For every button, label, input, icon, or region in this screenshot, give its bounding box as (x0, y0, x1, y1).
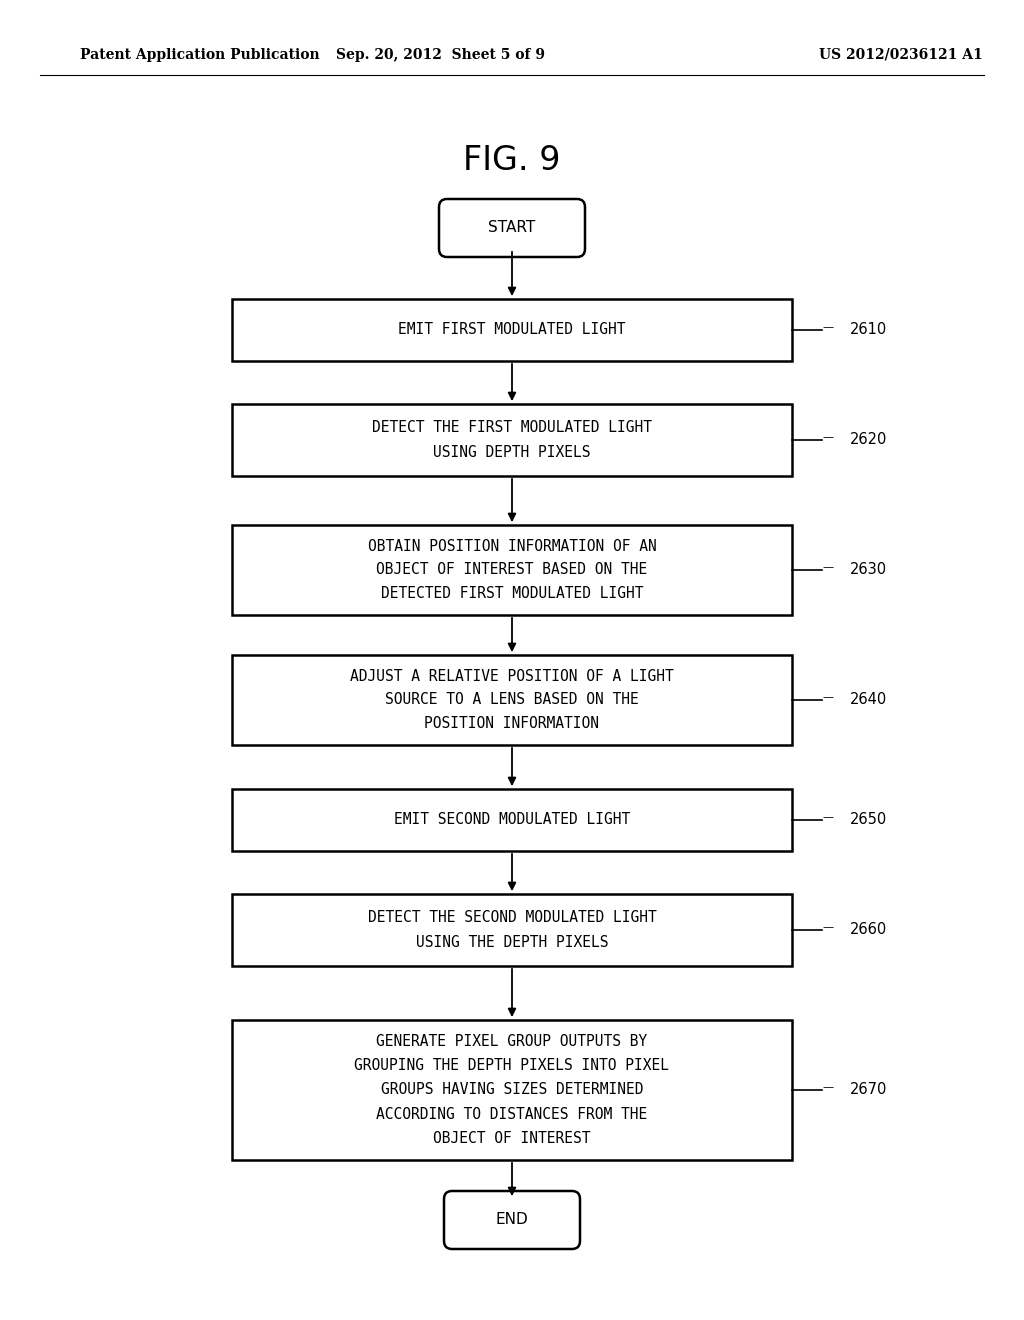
Text: OBTAIN POSITION INFORMATION OF AN: OBTAIN POSITION INFORMATION OF AN (368, 539, 656, 554)
Text: DETECT THE FIRST MODULATED LIGHT: DETECT THE FIRST MODULATED LIGHT (372, 420, 652, 434)
Text: 2640: 2640 (850, 693, 887, 708)
Text: 2660: 2660 (850, 923, 887, 937)
Bar (232, 525, 792, 615)
Text: 2620: 2620 (850, 433, 888, 447)
Text: —: — (822, 921, 834, 932)
Text: EMIT FIRST MODULATED LIGHT: EMIT FIRST MODULATED LIGHT (398, 322, 626, 338)
Text: POSITION INFORMATION: POSITION INFORMATION (425, 717, 599, 731)
Text: EMIT SECOND MODULATED LIGHT: EMIT SECOND MODULATED LIGHT (394, 813, 630, 828)
FancyBboxPatch shape (439, 199, 585, 257)
Text: —: — (822, 322, 834, 333)
Text: —: — (822, 1082, 834, 1092)
Text: —: — (822, 432, 834, 442)
Text: SOURCE TO A LENS BASED ON THE: SOURCE TO A LENS BASED ON THE (385, 693, 639, 708)
Bar (232, 894, 792, 966)
Text: GROUPS HAVING SIZES DETERMINED: GROUPS HAVING SIZES DETERMINED (381, 1082, 643, 1097)
Text: GROUPING THE DEPTH PIXELS INTO PIXEL: GROUPING THE DEPTH PIXELS INTO PIXEL (354, 1059, 670, 1073)
Text: DETECTED FIRST MODULATED LIGHT: DETECTED FIRST MODULATED LIGHT (381, 586, 643, 601)
Text: 2670: 2670 (850, 1082, 888, 1097)
Text: OBJECT OF INTEREST BASED ON THE: OBJECT OF INTEREST BASED ON THE (377, 562, 647, 578)
Text: —: — (822, 812, 834, 822)
Text: —: — (822, 692, 834, 702)
Bar (232, 404, 792, 477)
Text: US 2012/0236121 A1: US 2012/0236121 A1 (819, 48, 983, 62)
Text: OBJECT OF INTEREST: OBJECT OF INTEREST (433, 1131, 591, 1146)
Text: FIG. 9: FIG. 9 (463, 144, 561, 177)
Text: START: START (488, 220, 536, 235)
Text: ADJUST A RELATIVE POSITION OF A LIGHT: ADJUST A RELATIVE POSITION OF A LIGHT (350, 669, 674, 684)
FancyBboxPatch shape (444, 1191, 580, 1249)
Text: ACCORDING TO DISTANCES FROM THE: ACCORDING TO DISTANCES FROM THE (377, 1106, 647, 1122)
Text: 2610: 2610 (850, 322, 887, 338)
Bar (232, 789, 792, 851)
Text: END: END (496, 1213, 528, 1228)
Text: 2630: 2630 (850, 562, 887, 578)
Bar (232, 1020, 792, 1160)
Text: USING DEPTH PIXELS: USING DEPTH PIXELS (433, 445, 591, 461)
Text: 2650: 2650 (850, 813, 887, 828)
Text: GENERATE PIXEL GROUP OUTPUTS BY: GENERATE PIXEL GROUP OUTPUTS BY (377, 1035, 647, 1049)
Text: DETECT THE SECOND MODULATED LIGHT: DETECT THE SECOND MODULATED LIGHT (368, 909, 656, 924)
Bar (232, 655, 792, 744)
Text: —: — (822, 562, 834, 572)
Text: Sep. 20, 2012  Sheet 5 of 9: Sep. 20, 2012 Sheet 5 of 9 (336, 48, 545, 62)
Text: USING THE DEPTH PIXELS: USING THE DEPTH PIXELS (416, 936, 608, 950)
Bar (232, 300, 792, 360)
Text: Patent Application Publication: Patent Application Publication (80, 48, 319, 62)
